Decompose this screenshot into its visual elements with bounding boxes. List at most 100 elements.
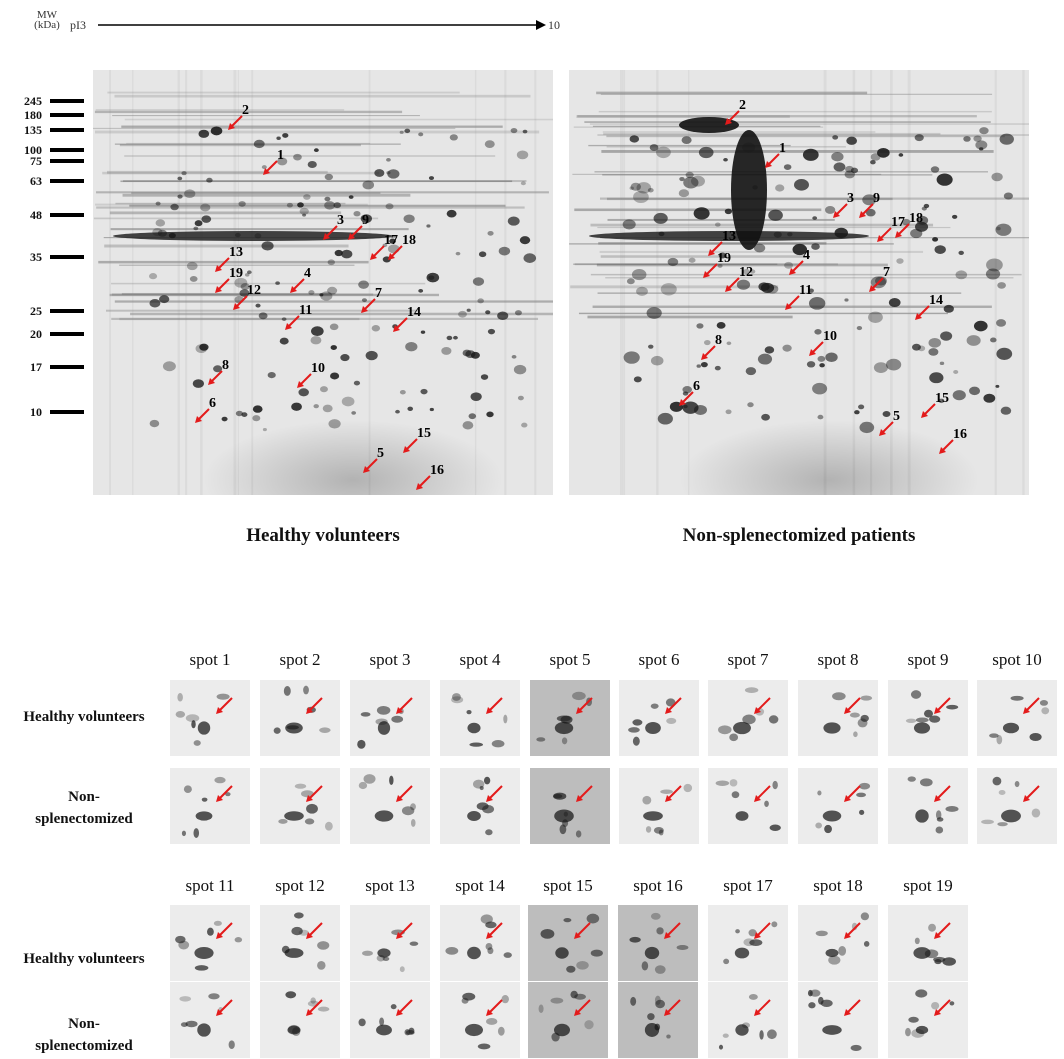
gel-spot-number: 4 <box>803 248 810 263</box>
spot-tile <box>798 905 878 981</box>
red-arrow-icon <box>877 227 892 242</box>
row-label-line: Non- <box>68 789 100 805</box>
spot-column-label: spot 5 <box>549 650 591 669</box>
gel-spot-number: 16 <box>953 427 967 442</box>
spot-tile <box>260 982 340 1058</box>
spot-column-label: spot 10 <box>992 650 1042 669</box>
red-arrow-icon <box>844 999 861 1016</box>
red-arrow-icon <box>809 341 824 356</box>
red-arrow-icon <box>208 370 223 385</box>
red-arrow-icon <box>323 225 338 240</box>
red-arrow-icon <box>576 785 593 802</box>
gel-spot-number: 10 <box>311 361 325 376</box>
red-arrow-icon <box>934 697 951 714</box>
spot-tile <box>440 680 520 756</box>
spot-column-label: spot 7 <box>727 650 769 669</box>
red-arrow-icon <box>348 225 363 240</box>
spot-column-label: spot 14 <box>455 876 505 895</box>
red-arrow-icon <box>403 438 418 453</box>
mw-marker-bar <box>50 365 84 369</box>
spot-tile <box>170 680 250 756</box>
gel-spot-number: 11 <box>799 283 812 298</box>
red-arrow-icon <box>765 153 780 168</box>
spot-tile <box>888 768 968 844</box>
spot-column-label: spot 16 <box>633 876 683 895</box>
gel-spot-number: 19 <box>229 266 243 281</box>
gel-spot-number: 15 <box>935 391 949 406</box>
gel-spot-number: 12 <box>739 265 753 280</box>
red-arrow-icon <box>216 999 233 1016</box>
spot-column-label: spot 8 <box>817 650 859 669</box>
red-arrow-icon <box>869 277 884 292</box>
spot-column-label: spot 11 <box>185 876 235 895</box>
spot-column-label: spot 2 <box>279 650 321 669</box>
row-label: Healthy volunteers <box>4 706 164 728</box>
pi-arrow <box>98 20 546 30</box>
spot-tile <box>977 768 1057 844</box>
spot-tile <box>170 768 250 844</box>
gel-spot-number: 9 <box>873 191 880 206</box>
spot-column-label: spot 19 <box>903 876 953 895</box>
red-arrow-icon <box>754 999 771 1016</box>
spot-tile <box>708 680 788 756</box>
red-arrow-icon <box>833 203 848 218</box>
gel-spot-number: 4 <box>304 266 311 281</box>
spot-column-label: spot 4 <box>459 650 501 669</box>
red-arrow-icon <box>216 922 233 939</box>
spot-column-label: spot 17 <box>723 876 773 895</box>
red-arrow-icon <box>361 298 376 313</box>
mw-marker-bar <box>50 410 84 414</box>
mw-marker-bar <box>50 159 84 163</box>
gel-spot-number: 15 <box>417 426 431 441</box>
spot-column-label: spot 13 <box>365 876 415 895</box>
red-arrow-icon <box>665 697 682 714</box>
spot-column-label: spot 6 <box>638 650 680 669</box>
red-arrow-icon <box>215 257 230 272</box>
red-arrow-icon <box>915 305 930 320</box>
red-arrow-icon <box>486 697 503 714</box>
red-arrow-icon <box>859 203 874 218</box>
red-arrow-icon <box>844 785 861 802</box>
row-label-line: splenectomized <box>35 811 133 827</box>
red-arrow-icon <box>396 999 413 1016</box>
red-arrow-icon <box>216 785 233 802</box>
gel-spot-number: 1 <box>277 148 284 163</box>
red-arrow-icon <box>576 697 593 714</box>
gel-spot-number: 17 <box>384 233 398 248</box>
red-arrow-icon <box>574 922 591 939</box>
spot-tile <box>350 982 430 1058</box>
gel-spot-number: 14 <box>407 305 421 320</box>
mw-marker-label: 17 <box>30 360 42 374</box>
spot-tile <box>440 768 520 844</box>
mw-marker-label: 20 <box>30 327 42 341</box>
red-arrow-icon <box>939 439 954 454</box>
gel-spot-number: 3 <box>847 191 854 206</box>
red-arrow-icon <box>879 421 894 436</box>
red-arrow-icon <box>233 295 248 310</box>
mw-marker-bar <box>50 148 84 152</box>
row-label-line: splenectomized <box>35 1038 133 1054</box>
red-arrow-icon <box>388 245 403 260</box>
red-arrow-icon <box>1023 785 1040 802</box>
spot-tile <box>618 982 698 1058</box>
red-arrow-icon <box>844 697 861 714</box>
spot-tile <box>888 982 968 1058</box>
gel-spot-number: 10 <box>823 329 837 344</box>
gel-spot-number: 12 <box>247 283 261 298</box>
spot-column-label: spot 12 <box>275 876 325 895</box>
spot-tile <box>618 905 698 981</box>
red-arrow-icon <box>934 999 951 1016</box>
spot-tile <box>350 768 430 844</box>
spot-tile <box>170 905 250 981</box>
mw-marker-bar <box>50 113 84 117</box>
red-arrow-icon <box>216 697 233 714</box>
red-arrow-icon <box>486 999 503 1016</box>
gel-spot-number: 7 <box>375 286 382 301</box>
spot-tile <box>260 768 340 844</box>
mw-marker-bar <box>50 213 84 217</box>
gel-spot-number: 19 <box>717 251 731 266</box>
gel-spot-number: 7 <box>883 265 890 280</box>
spot-tile <box>798 680 878 756</box>
red-arrow-icon <box>934 785 951 802</box>
